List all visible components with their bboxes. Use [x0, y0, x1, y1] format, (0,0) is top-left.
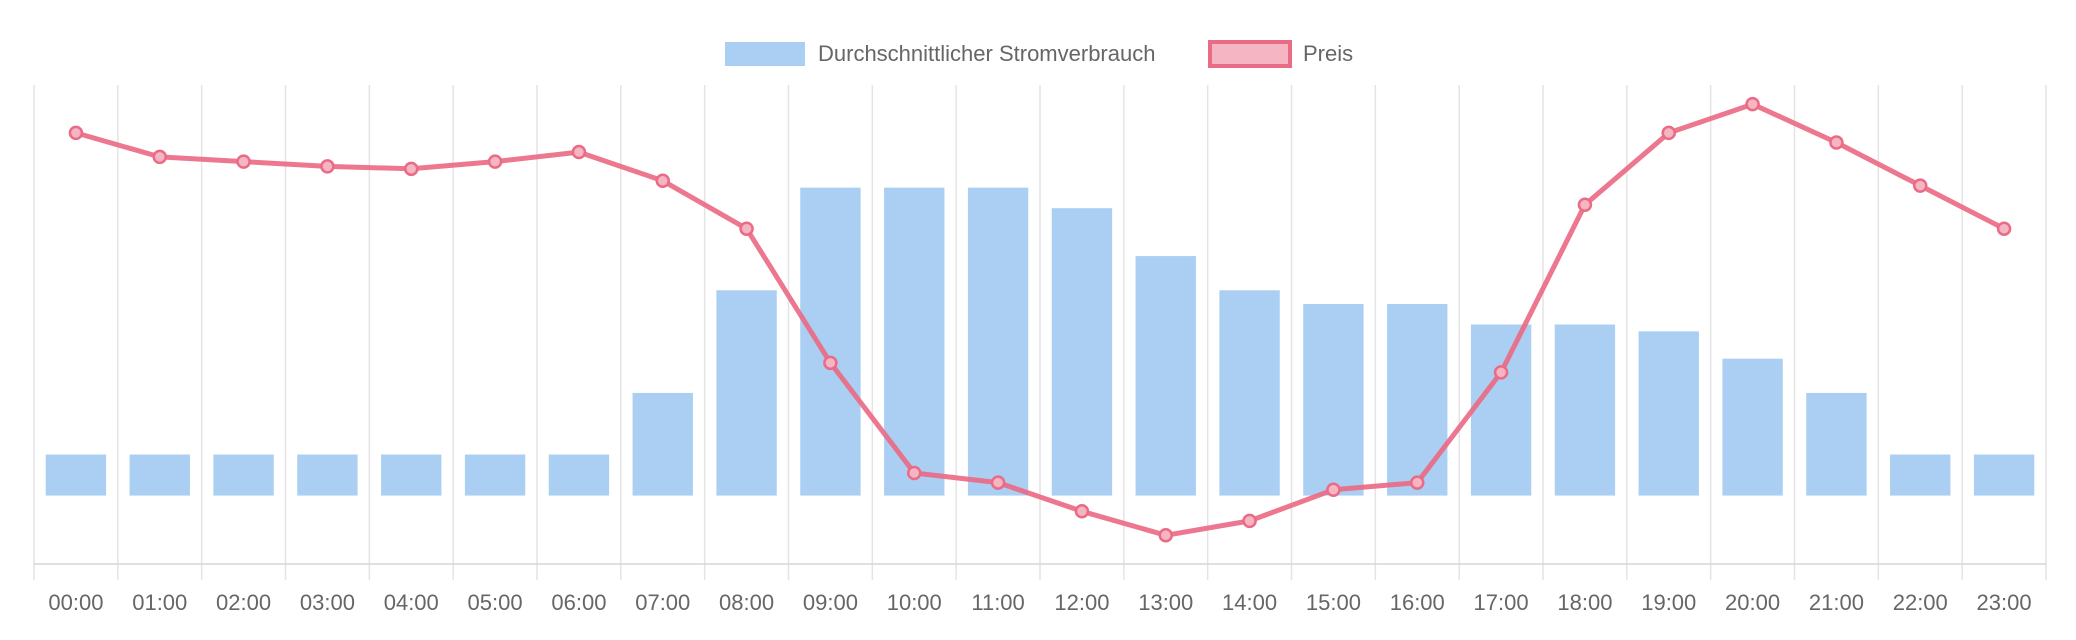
x-tick-label: 08:00 [719, 590, 774, 615]
price-point-0500[interactable] [487, 154, 503, 169]
price-point-2300[interactable] [1996, 221, 2012, 236]
price-point-1000[interactable] [907, 465, 922, 481]
x-tick-label: 09:00 [803, 590, 858, 615]
bar-0600[interactable] [548, 454, 610, 496]
x-tick-label: 14:00 [1222, 590, 1277, 615]
bar-0800[interactable] [716, 290, 777, 496]
x-tick-label: 23:00 [1977, 590, 2032, 615]
bar-1600[interactable] [1387, 303, 1448, 496]
price-line [75, 101, 2006, 538]
legend-item-price[interactable]: Preis [1208, 40, 1353, 68]
x-tick-label: 04:00 [384, 590, 439, 615]
bar-0300[interactable] [297, 454, 358, 496]
price-point-0900[interactable] [823, 355, 838, 371]
bar-0100[interactable] [129, 454, 190, 496]
x-tick-label: 17:00 [1474, 590, 1529, 615]
price-point-0400[interactable] [404, 161, 419, 177]
price-point-0100[interactable] [152, 149, 167, 165]
legend-swatch-consumption [725, 42, 805, 66]
x-tick-label: 07:00 [635, 590, 690, 615]
x-tick-label: 11:00 [971, 590, 1024, 615]
x-axis: 00:00 01:00 02:00 03:00 04:00 05:00 06:00 07:00… [48, 590, 2031, 615]
bar-0900[interactable] [800, 187, 861, 496]
x-tick-label: 06:00 [551, 590, 606, 615]
price-point-0200[interactable] [236, 154, 251, 169]
price-point-2100[interactable] [1829, 135, 1844, 150]
price-point-1900[interactable] [1661, 125, 1676, 141]
bar-1200[interactable] [1051, 208, 1113, 496]
gridlines [33, 85, 2047, 580]
bar-1900[interactable] [1638, 331, 1699, 496]
bar-1300[interactable] [1135, 256, 1196, 496]
bar-2000[interactable] [1722, 358, 1783, 496]
x-tick-label: 03:00 [300, 590, 355, 615]
bar-0500[interactable] [464, 454, 526, 496]
bar-1500[interactable] [1303, 303, 1364, 496]
x-tick-label: 12:00 [1054, 590, 1109, 615]
price-point-0800[interactable] [739, 221, 754, 236]
price-point-1700[interactable] [1493, 365, 1509, 380]
bar-0700[interactable] [632, 392, 693, 496]
bar-1700[interactable] [1470, 324, 1532, 496]
x-tick-label: 15:00 [1306, 590, 1361, 615]
price-point-2200[interactable] [1913, 178, 1928, 193]
x-tick-label: 13:00 [1138, 590, 1193, 615]
x-tick-label: 21:00 [1809, 590, 1864, 615]
price-point-0600[interactable] [571, 144, 587, 160]
x-tick-label: 20:00 [1725, 590, 1780, 615]
price-point-0000[interactable] [68, 125, 84, 141]
x-tick-label: 16:00 [1390, 590, 1445, 615]
bar-1800[interactable] [1554, 324, 1616, 496]
price-point-1800[interactable] [1577, 197, 1593, 212]
x-tick-label: 10:00 [887, 590, 942, 615]
price-point-1400[interactable] [1242, 513, 1257, 529]
x-tick-label: 19:00 [1641, 590, 1696, 615]
bar-1000[interactable] [884, 187, 945, 496]
x-tick-label: 02:00 [216, 590, 271, 615]
bar-1400[interactable] [1219, 290, 1280, 496]
legend-label-price: Preis [1303, 41, 1353, 66]
bar-0200[interactable] [213, 454, 274, 496]
price-point-2000[interactable] [1745, 96, 1760, 112]
price-point-1200[interactable] [1074, 504, 1090, 519]
bar-0400[interactable] [381, 454, 442, 496]
bar-2300[interactable] [1973, 454, 2035, 496]
bar-1100[interactable] [967, 187, 1029, 496]
x-tick-label: 01:00 [132, 590, 187, 615]
bar-2200[interactable] [1890, 454, 1951, 496]
legend-item-consumption[interactable]: Durchschnittlicher Stromverbrauch [725, 41, 1155, 66]
price-point-1100[interactable] [990, 475, 1006, 490]
legend-label-consumption: Durchschnittlicher Stromverbrauch [818, 41, 1155, 66]
x-tick-label: 22:00 [1893, 590, 1948, 615]
price-point-1300[interactable] [1158, 528, 1173, 543]
price-point-1600[interactable] [1410, 475, 1425, 490]
x-tick-label: 18:00 [1557, 590, 1612, 615]
bar-0000[interactable] [45, 454, 107, 496]
legend-swatch-price [1208, 40, 1292, 68]
price-point-0700[interactable] [655, 173, 670, 189]
x-tick-label: 05:00 [468, 590, 523, 615]
price-point-0300[interactable] [320, 159, 335, 174]
x-tick-label: 00:00 [48, 590, 103, 615]
consumption-bars [45, 187, 2035, 496]
bar-2100[interactable] [1806, 392, 1867, 496]
price-point-1500[interactable] [1326, 482, 1341, 498]
legend: Durchschnittlicher Stromverbrauch Preis [725, 40, 1353, 68]
price-line-group [68, 96, 2012, 543]
